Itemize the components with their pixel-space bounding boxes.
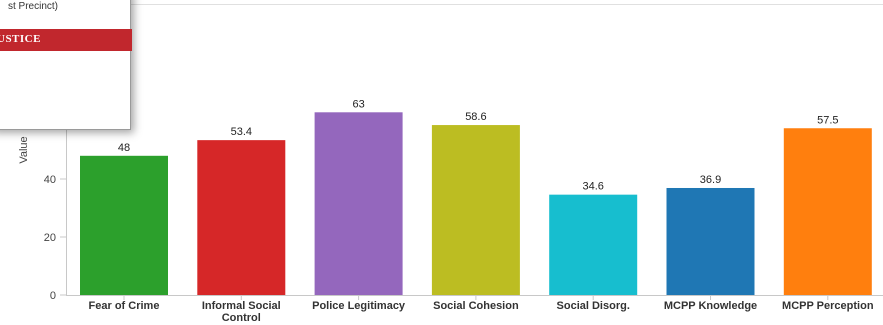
y-tick-label: 0	[50, 290, 56, 302]
value-label: 34.6	[582, 181, 603, 193]
x-tick-label: Social Disorg.	[557, 300, 630, 312]
bar[interactable]	[431, 125, 520, 295]
bar[interactable]	[666, 187, 755, 295]
bar[interactable]	[549, 194, 638, 295]
x-tick-label: Social Cohesion	[433, 300, 519, 312]
popup-banner[interactable]: USTICE	[0, 29, 132, 51]
bar[interactable]	[314, 112, 403, 295]
x-tick-label: Police Legitimacy	[312, 300, 406, 312]
y-tick-label: 40	[44, 174, 56, 186]
x-tick-label: MCPP Perception	[782, 300, 874, 312]
value-label: 53.4	[231, 126, 252, 138]
y-ticks: 0 20 40	[44, 174, 66, 302]
value-labels: 48 53.4 63 58.6 34.6 36.9 57.5	[118, 98, 839, 192]
value-label: 48	[118, 142, 130, 154]
legend-popup[interactable]: st Precinct) USTICE	[0, 0, 132, 130]
x-tick-label: Fear of Crime	[89, 300, 160, 312]
x-tick-label: Informal Social	[202, 300, 281, 312]
value-label: 57.5	[817, 114, 838, 126]
value-label: 58.6	[465, 111, 486, 123]
bar[interactable]	[783, 128, 872, 295]
bars	[80, 112, 872, 295]
y-tick-label: 20	[44, 232, 56, 244]
bar[interactable]	[197, 140, 286, 295]
value-label: 36.9	[700, 174, 721, 186]
popup-banner-text: USTICE	[0, 33, 41, 45]
bar[interactable]	[80, 155, 168, 295]
popup-subtitle: st Precinct)	[8, 1, 59, 12]
y-axis-title: Value	[18, 136, 30, 163]
x-tick-label: Control	[222, 312, 261, 324]
value-label: 63	[352, 98, 364, 110]
x-tick-label: MCPP Knowledge	[664, 300, 757, 312]
